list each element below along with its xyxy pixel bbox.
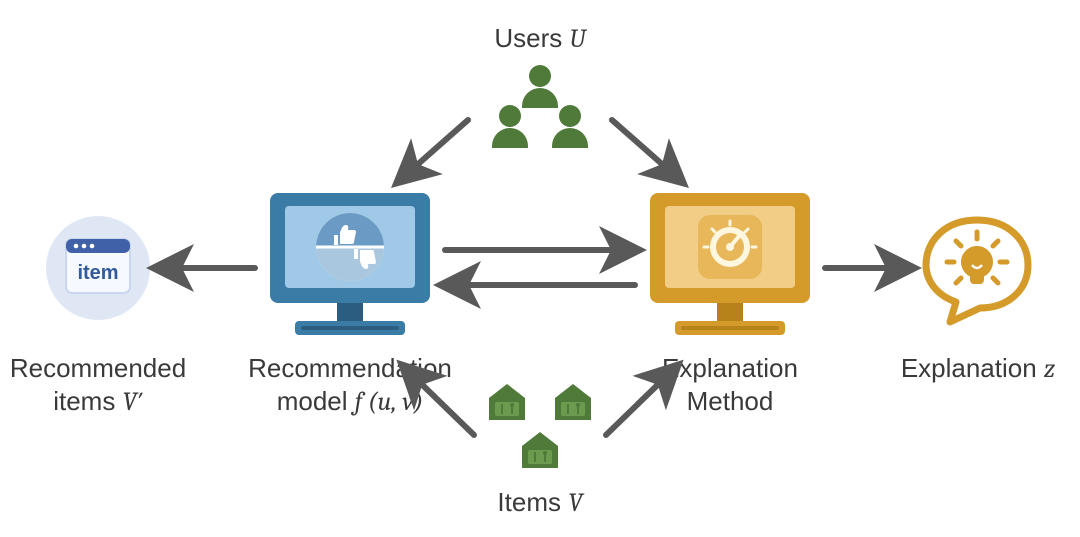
- label-users-var: U: [569, 24, 585, 54]
- label-expl-method: Explanation Method: [620, 352, 840, 417]
- label-items-text: Items: [497, 487, 568, 517]
- arrow-users-to-rec_model: [400, 120, 468, 180]
- items-icon: [477, 384, 603, 474]
- arrow-users-to-expl_method: [612, 120, 680, 180]
- label-recommended-l2b: V′: [123, 387, 143, 417]
- rec-model-icon: [265, 188, 435, 348]
- label-recommended-l2a: items: [53, 386, 122, 416]
- label-users: Users U: [440, 22, 640, 56]
- label-items: Items V: [440, 486, 640, 520]
- diagram-stage: Users U Items V Recommended items V′ Rec…: [0, 0, 1080, 537]
- label-recmodel-l2b: f (u, v): [355, 387, 424, 417]
- recommended-items-icon: item: [43, 213, 153, 323]
- expl-method-icon: [645, 188, 815, 348]
- label-items-var: V: [568, 488, 582, 518]
- label-recommended-items: Recommended items V′: [0, 352, 196, 418]
- label-rec-model: Recommendation model f (u, v): [230, 352, 470, 418]
- label-recmodel-l1: Recommendation: [248, 353, 452, 383]
- label-explanation-var: z: [1044, 354, 1055, 384]
- item-badge-text: item: [77, 262, 118, 284]
- label-users-text: Users: [494, 23, 569, 53]
- label-explmethod-l2: Method: [687, 386, 774, 416]
- label-explmethod-l1: Explanation: [662, 353, 798, 383]
- label-recmodel-l2a: model: [277, 386, 355, 416]
- explanation-icon: [918, 210, 1036, 328]
- label-recommended-l1: Recommended: [10, 353, 186, 383]
- label-explanation: Explanation z: [878, 352, 1078, 386]
- users-icon: [480, 62, 600, 152]
- label-explanation-text: Explanation: [901, 353, 1044, 383]
